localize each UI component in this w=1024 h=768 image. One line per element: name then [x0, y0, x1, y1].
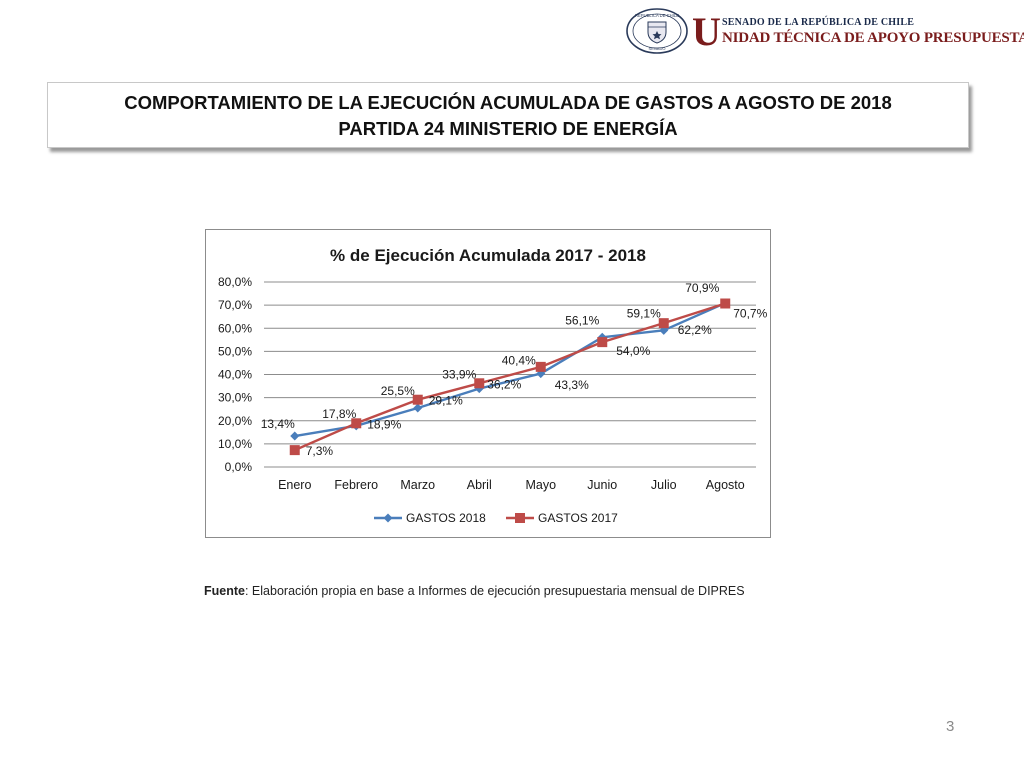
seal-text-top: REPUBLICA DE CHILE	[635, 13, 679, 18]
senado-seal-icon: REPUBLICA DE CHILE SENADO	[626, 8, 688, 54]
y-tick-label: 80,0%	[218, 275, 252, 289]
data-point-2018	[413, 403, 423, 413]
x-tick-label: Mayo	[525, 478, 556, 492]
brand-line1: SENADO DE LA REPÚBLICA DE CHILE	[722, 17, 915, 28]
data-label-2018: 13,4%	[261, 417, 295, 431]
chart-frame: % de Ejecución Acumulada 2017 - 2018 0,0…	[205, 229, 771, 538]
page-number: 3	[946, 718, 955, 735]
data-label-2017: 43,3%	[555, 378, 589, 392]
data-point-2017	[474, 378, 485, 389]
x-tick-label: Abril	[467, 478, 492, 492]
legend-marker	[383, 513, 393, 523]
legend-item-2017: GASTOS 2017	[506, 511, 618, 525]
legend-label: GASTOS 2017	[538, 511, 618, 525]
data-label-2017: 62,2%	[678, 323, 712, 337]
slide-title-line2: PARTIDA 24 MINISTERIO DE ENERGÍA	[338, 118, 678, 139]
data-label-2017: 18,9%	[367, 417, 401, 431]
data-point-2017	[351, 418, 362, 429]
data-point-2017	[597, 337, 608, 348]
data-label-2018: 59,1%	[627, 306, 661, 320]
chart-title: % de Ejecución Acumulada 2017 - 2018	[330, 246, 646, 265]
data-label-2018: 25,5%	[381, 384, 415, 398]
legend-item-2018: GASTOS 2018	[374, 511, 486, 525]
source-note: Fuente: Elaboración propia en base a Inf…	[204, 584, 745, 598]
legend-label: GASTOS 2018	[406, 511, 486, 525]
source-text: : Elaboración propia en base a Informes …	[244, 584, 745, 598]
source-label: Fuente	[204, 584, 245, 598]
y-tick-label: 10,0%	[218, 437, 252, 451]
data-label-2018: 33,9%	[442, 368, 476, 382]
y-tick-label: 20,0%	[218, 414, 252, 428]
x-tick-label: Enero	[278, 478, 311, 492]
x-tick-label: Febrero	[334, 478, 378, 492]
line-chart: % de Ejecución Acumulada 2017 - 2018 0,0…	[218, 246, 768, 525]
legend-marker	[515, 513, 525, 523]
data-label-2017: 70,7%	[733, 307, 767, 321]
y-tick-label: 40,0%	[218, 368, 252, 382]
slide-title-line1: COMPORTAMIENTO DE LA EJECUCIÓN ACUMULADA…	[124, 92, 892, 113]
data-point-2017	[289, 445, 300, 456]
x-tick-label: Agosto	[706, 478, 745, 492]
data-point-2017	[658, 318, 669, 329]
data-point-2018	[290, 431, 300, 441]
seal-text-bottom: SENADO	[649, 46, 666, 51]
data-label-2018: 17,8%	[322, 407, 356, 421]
data-label-2017: 7,3%	[306, 444, 334, 458]
data-label-2017: 29,1%	[429, 394, 463, 408]
series-line-2017	[294, 302, 726, 452]
data-label-2018: 70,9%	[685, 281, 719, 295]
brand-line2: NIDAD TÉCNICA DE APOYO PRESUPUESTARIO	[722, 30, 1024, 46]
x-tick-label: Junio	[587, 478, 617, 492]
header-logo: REPUBLICA DE CHILE SENADO U SENADO DE LA…	[626, 8, 1024, 56]
y-tick-label: 60,0%	[218, 321, 252, 335]
x-tick-label: Marzo	[400, 478, 435, 492]
data-label-2017: 36,2%	[487, 377, 521, 391]
y-tick-label: 70,0%	[218, 298, 252, 312]
y-tick-label: 30,0%	[218, 391, 252, 405]
data-label-2018: 56,1%	[565, 313, 599, 327]
data-point-2018	[659, 325, 669, 335]
slide-title-box: COMPORTAMIENTO DE LA EJECUCIÓN ACUMULADA…	[47, 82, 969, 148]
y-tick-label: 50,0%	[218, 344, 252, 358]
data-point-2017	[535, 361, 546, 372]
brand-initial: U	[692, 9, 721, 54]
data-point-2017	[412, 394, 423, 405]
y-tick-label: 0,0%	[225, 460, 253, 474]
data-label-2017: 54,0%	[616, 344, 650, 358]
series-line-2018	[294, 301, 726, 438]
x-tick-label: Julio	[651, 478, 677, 492]
data-label-2018: 40,4%	[502, 354, 536, 368]
data-point-2017	[720, 298, 731, 309]
